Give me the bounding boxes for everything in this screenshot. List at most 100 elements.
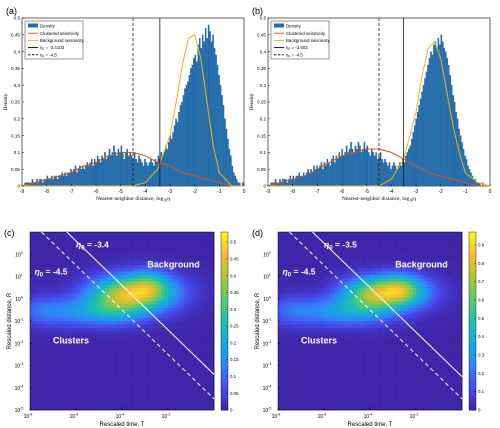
heatmap-cell [82,291,87,295]
heatmap-cell [131,347,136,351]
heatmap-cell [108,314,113,319]
eta-subscript: 0 [40,272,44,278]
heatmap-cell [46,251,51,256]
heatmap-cell [184,258,189,262]
heatmap-cell [151,238,156,243]
heatmap-cell [141,301,146,305]
heatmap-cell [131,307,136,312]
heatmap-cell [353,261,358,266]
heatmap-cell [158,396,162,401]
heatmap-cell [340,241,345,246]
heatmap-cell [161,251,166,256]
heatmap-cell [72,403,77,408]
panel-label: (b) [252,6,263,16]
heatmap-cell [30,317,34,322]
heatmap-cell [131,241,136,246]
heatmap-cell [102,334,106,338]
heatmap-cell [184,327,189,332]
heatmap-cell [204,321,208,325]
heatmap-cell [278,373,282,378]
heatmap-cell [145,406,149,411]
heatmap-cell [85,281,90,286]
heatmap-cell [72,297,77,302]
heatmap-cell [30,271,34,276]
heatmap-cell [347,330,351,335]
heatmap-cell [76,288,80,292]
heatmap-cell [294,314,299,319]
heatmap-cell [287,396,292,401]
density-bar [102,159,105,187]
heatmap-cell [177,258,182,262]
heatmap-cell [105,321,110,325]
heatmap-cell [307,337,312,342]
heatmap-cell [301,393,305,398]
heatmap-cell [194,334,198,338]
heatmap-cell [79,321,83,325]
heatmap-cell [324,334,328,338]
heatmap-cell [66,330,70,335]
heatmap-cell [281,245,285,249]
heatmap-cell [141,274,146,279]
heatmap-cell [307,278,312,282]
heatmap-cell [284,396,289,401]
heatmap-cell [210,238,215,243]
heatmap-cell [112,347,116,351]
heatmap-cell [191,291,195,295]
heatmap-cell [92,386,97,391]
heatmap-cell [291,334,295,338]
heatmap-cell [210,393,215,398]
density-bar [453,101,456,187]
heatmap-cell [284,261,289,266]
y-tick-label: 0.15 [11,133,20,138]
heatmap-cell [177,321,182,325]
heatmap-cell [171,311,175,315]
heatmap-cell [76,297,80,302]
heatmap-cell [294,363,299,368]
heatmap-cell [72,396,77,401]
heatmap-cell [112,291,116,295]
heatmap-cell [131,353,136,358]
heatmap-cell [33,383,37,388]
heatmap-cell [30,288,34,292]
heatmap-cell [343,274,348,279]
heatmap-cell [158,403,162,408]
heatmap-cell [161,268,166,272]
heatmap-cell [62,245,67,249]
heatmap-cell [105,327,110,332]
heatmap-cell [79,288,83,292]
heatmap-cell [314,393,318,398]
heatmap-cell [141,367,146,371]
density-bar [125,152,127,187]
heatmap-cell [115,301,120,305]
heatmap-cell [204,370,208,375]
heatmap-cell [284,232,289,236]
heatmap-cell [360,330,364,335]
x-axis-label-subscript: 10 [409,198,413,203]
heatmap-cell [184,400,189,404]
heatmap-cell [184,396,189,401]
heatmap-cell [327,288,331,292]
heatmap-cell [281,380,285,384]
heatmap-cell [46,324,51,328]
heatmap-cell [284,238,289,243]
heatmap-cell [128,357,133,361]
heatmap-cell [287,380,292,384]
heatmap-cell [310,403,315,408]
heatmap-cell [284,347,289,351]
heatmap-cell [135,261,139,266]
heatmap-cell [356,390,361,394]
heatmap-cell [207,367,212,371]
heatmap-cell [287,261,292,266]
heatmap-cell [320,245,325,249]
heatmap-cell [39,373,44,378]
heatmap-cell [314,291,318,295]
heatmap-cell [164,373,169,378]
heatmap-cell [343,367,348,371]
heatmap-cell [56,235,60,239]
heatmap-cell [82,330,87,335]
heatmap-cell [317,311,322,315]
heatmap-cell [56,297,60,302]
heatmap-cell [102,294,106,299]
colorbar-segment [221,323,228,328]
heatmap-cell [307,264,312,269]
